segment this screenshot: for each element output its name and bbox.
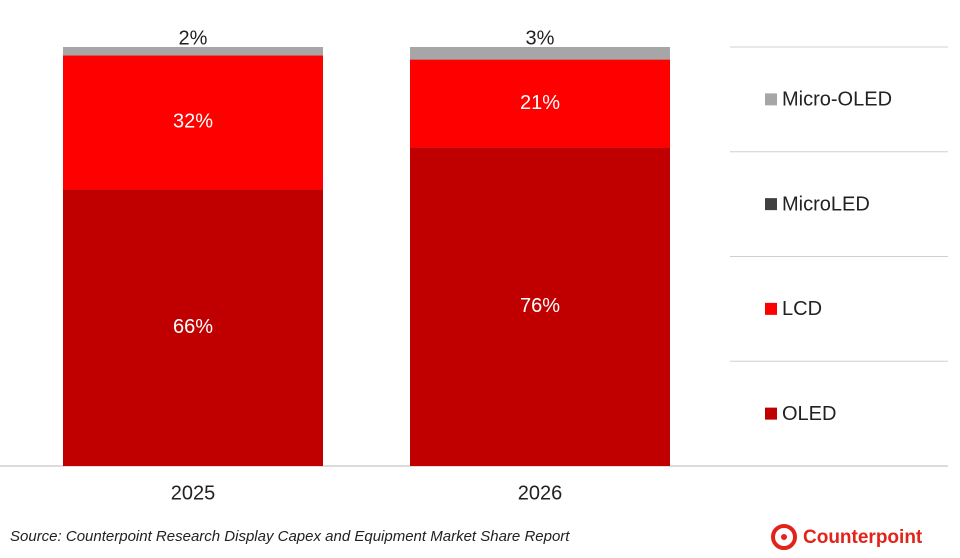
legend-label: MicroLED <box>782 193 870 215</box>
legend-label: Micro-OLED <box>782 89 892 111</box>
bar-segment <box>63 55 323 190</box>
x-tick-label: 2026 <box>518 482 563 504</box>
legend-label: LCD <box>782 298 822 320</box>
bar-segment <box>63 189 323 466</box>
data-label: 21% <box>520 92 560 114</box>
legend-swatch <box>765 407 777 420</box>
bar-segment <box>410 59 670 148</box>
bar-segment <box>410 147 670 466</box>
legend-label: OLED <box>782 403 836 425</box>
source-note: Source: Counterpoint Research Display Ca… <box>10 528 570 545</box>
data-label: 32% <box>173 111 213 133</box>
legend-swatch <box>765 93 777 106</box>
brand-name: Counterpoint <box>803 527 923 548</box>
data-label: 76% <box>520 295 560 317</box>
bar-segment <box>410 47 670 60</box>
logo-dot <box>781 534 787 540</box>
data-label: 66% <box>173 316 213 338</box>
logo-icon <box>771 524 797 550</box>
legend-swatch <box>765 302 777 315</box>
data-label: 3% <box>526 27 555 49</box>
brand-logo: Counterpoint <box>771 524 923 550</box>
data-label: 2% <box>179 27 208 49</box>
bar-segment <box>63 47 323 56</box>
legend-swatch <box>765 198 777 211</box>
x-tick-label: 2025 <box>171 482 216 504</box>
